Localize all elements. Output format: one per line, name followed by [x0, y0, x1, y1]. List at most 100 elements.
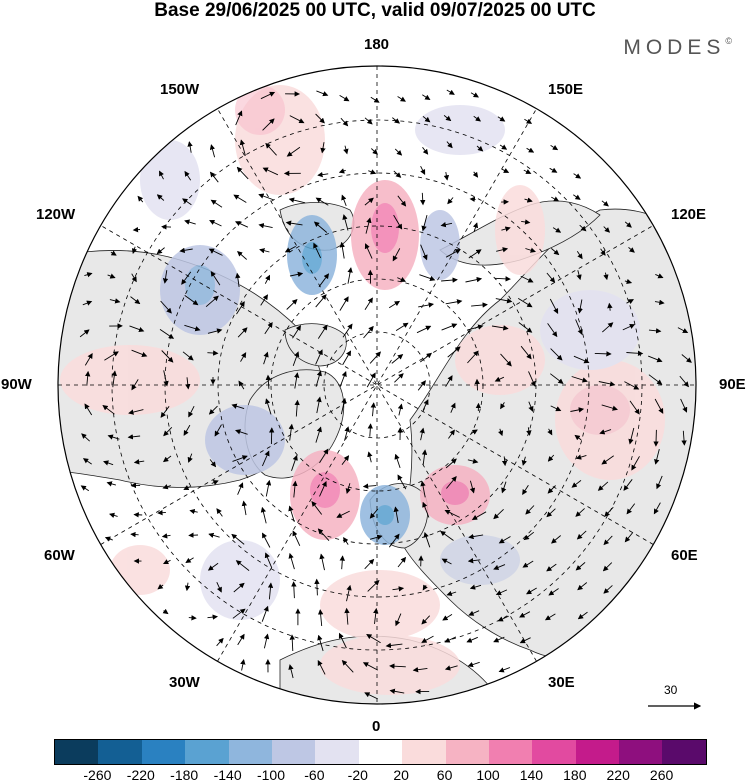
wind-vector: [235, 272, 241, 287]
wind-vector: [551, 248, 560, 256]
wind-vector: [260, 294, 268, 306]
wind-vector: [207, 328, 223, 334]
wind-vector: [340, 117, 349, 127]
wind-vector: [362, 662, 379, 671]
wind-vector: [262, 118, 275, 131]
wind-vector: [179, 247, 193, 254]
colorbar-tick-label: -60: [304, 767, 325, 783]
wind-vector: [601, 200, 609, 207]
wind-vector: [520, 345, 532, 360]
wind-vector: [346, 584, 352, 602]
wind-vector: [264, 322, 273, 335]
wind-vector: [597, 481, 609, 491]
wind-vector: [441, 277, 458, 283]
wind-vector: [110, 250, 117, 256]
wind-vector: [440, 530, 454, 541]
wind-vector: [446, 89, 455, 95]
wind-vector: [162, 455, 172, 463]
wind-vector: [137, 195, 144, 203]
wind-vector: [526, 587, 537, 595]
wind-vector: [445, 249, 461, 258]
positive-anomaly-central-asia-inner: [570, 385, 630, 435]
wind-vector: [681, 430, 687, 446]
wind-vector: [528, 401, 534, 412]
wind-vector: [286, 146, 301, 157]
wind-vector: [575, 508, 585, 517]
wind-vector: [604, 506, 614, 517]
wind-vector: [128, 409, 144, 415]
wind-vector: [500, 402, 506, 410]
wind-vector: [573, 173, 582, 179]
wind-vector: [576, 251, 583, 260]
wind-vector: [497, 615, 509, 622]
wind-vector: [342, 214, 349, 231]
wind-vector: [132, 226, 141, 233]
wind-vector: [340, 397, 347, 415]
colorbar-swatch-10: [488, 740, 533, 764]
wind-vector: [184, 219, 196, 225]
wind-vector: [129, 325, 145, 333]
wind-vector: [159, 170, 164, 180]
wind-vector: [628, 247, 635, 253]
wind-vector: [367, 579, 380, 592]
wind-vector: [549, 298, 559, 314]
wind-vector: [364, 558, 375, 570]
wind-vector: [182, 351, 194, 361]
wind-vector: [469, 584, 482, 590]
wind-vector: [261, 450, 270, 467]
wind-vector: [232, 455, 248, 462]
wind-vector: [547, 485, 556, 494]
wind-vector: [339, 371, 347, 388]
meridian-30w-150e: [217, 108, 537, 662]
wind-vector: [417, 380, 426, 391]
meridian-60e-120w: [100, 225, 654, 545]
wind-vector: [603, 226, 611, 233]
wind-vector: [370, 96, 380, 103]
wind-vector: [233, 194, 247, 203]
wind-vector: [446, 476, 457, 489]
wind-vector: [656, 475, 663, 490]
wind-vector: [471, 302, 488, 308]
wind-vector: [419, 427, 425, 441]
wind-vector: [522, 484, 529, 495]
wind-vector: [440, 222, 453, 228]
lon-label-150w: 150W: [160, 81, 200, 98]
wind-vector: [472, 222, 479, 232]
wind-vector: [448, 429, 455, 439]
wind-vector: [623, 479, 633, 491]
wind-vector: [521, 456, 527, 466]
colorbar-tick-label: 20: [393, 767, 409, 783]
wind-vector: [418, 302, 434, 308]
wind-vector: [370, 148, 378, 155]
wind-vector: [235, 560, 250, 571]
wind-vector: [648, 328, 662, 334]
wind-vector: [80, 485, 90, 492]
wind-vector: [393, 506, 399, 523]
wind-vector: [442, 614, 453, 621]
modes-logo-text: MODES: [623, 36, 726, 59]
wind-vector: [526, 427, 532, 436]
wind-vector: [494, 376, 505, 382]
meridian-60w-120e: [100, 225, 654, 545]
wind-vector: [189, 508, 198, 515]
wind-vector: [162, 559, 171, 565]
wind-vector: [317, 634, 324, 652]
wind-vector: [626, 503, 636, 515]
wind-vector: [467, 458, 479, 464]
wind-vector: [292, 480, 298, 498]
wind-vector: [474, 378, 480, 391]
wind-vector: [317, 324, 328, 339]
wind-vector: [207, 614, 218, 620]
negative-anomaly-norwegian-sea-core: [376, 505, 394, 525]
wind-vector: [677, 327, 689, 334]
wind-vector: [209, 219, 222, 227]
wind-vector: [210, 270, 221, 286]
wind-vector: [548, 588, 559, 596]
wind-vector: [317, 528, 330, 542]
wind-vector: [288, 423, 294, 441]
wind-vector: [392, 117, 401, 124]
wind-vector: [205, 295, 219, 308]
wind-vector: [447, 197, 454, 205]
wind-vector: [232, 608, 246, 619]
wind-vector: [501, 226, 511, 232]
